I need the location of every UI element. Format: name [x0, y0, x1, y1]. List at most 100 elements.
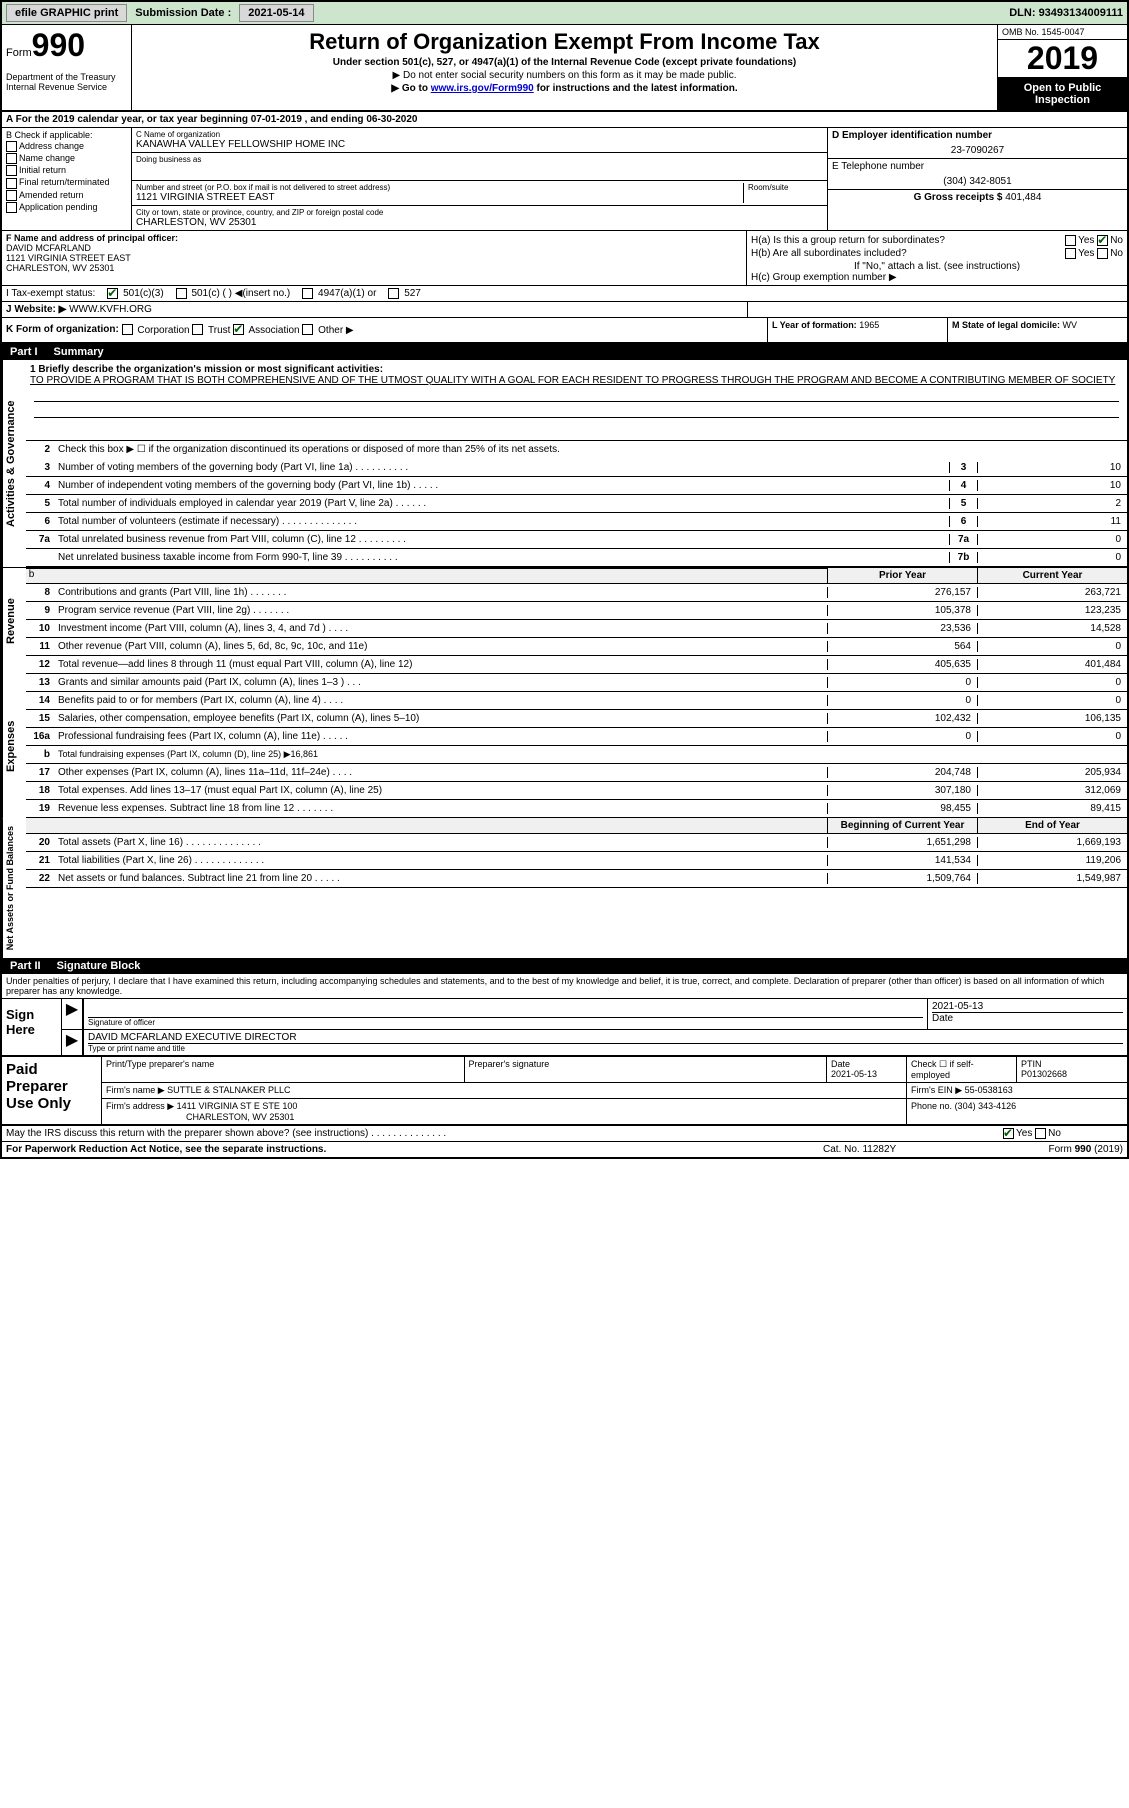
row-a-period: A For the 2019 calendar year, or tax yea…: [2, 112, 1127, 128]
expenses-lines: 13Grants and similar amounts paid (Part …: [26, 674, 1127, 818]
firm-phone: (304) 343-4126: [955, 1101, 1017, 1111]
website-row: J Website: ▶ WWW.KVFH.ORG: [2, 302, 1127, 318]
discuss-no[interactable]: [1035, 1128, 1046, 1139]
chk-assoc[interactable]: Association: [233, 325, 299, 336]
firm-name: SUTTLE & STALNAKER PLLC: [167, 1085, 290, 1095]
hb-note: If "No," attach a list. (see instruction…: [751, 261, 1123, 272]
chk-final-return[interactable]: Final return/terminated: [6, 177, 127, 188]
chk-name-change[interactable]: Name change: [6, 153, 127, 164]
cat-number: Cat. No. 11282Y: [823, 1144, 973, 1155]
col-b-title: B Check if applicable:: [6, 130, 127, 140]
netassets-lines: 20Total assets (Part X, line 16) . . . .…: [26, 834, 1127, 888]
firm-addr-label: Firm's address ▶: [106, 1101, 174, 1111]
chk-501c[interactable]: 501(c) ( ) ◀(insert no.): [176, 288, 291, 299]
officer-addr1: 1121 VIRGINIA STREET EAST: [6, 253, 742, 263]
l-label: L Year of formation:: [772, 320, 857, 330]
prep-date: 2021-05-13: [831, 1069, 877, 1079]
room-label: Room/suite: [748, 183, 823, 192]
part2-title: Signature Block: [57, 960, 141, 972]
header-center: Return of Organization Exempt From Incom…: [132, 25, 997, 110]
col-de: D Employer identification number 23-7090…: [827, 128, 1127, 230]
prep-name-label: Print/Type preparer's name: [102, 1057, 465, 1082]
ptin-label: PTIN: [1021, 1059, 1042, 1069]
part1-num: Part I: [10, 346, 38, 358]
discuss-yes[interactable]: [1003, 1128, 1014, 1139]
hc-label: H(c) Group exemption number ▶: [751, 272, 1123, 283]
discuss-row: May the IRS discuss this return with the…: [2, 1126, 1127, 1142]
tax-year: 2019: [998, 40, 1127, 78]
org-name-label: C Name of organization: [136, 130, 823, 139]
chk-amended[interactable]: Amended return: [6, 190, 127, 201]
top-bar: efile GRAPHIC print Submission Date : 20…: [2, 2, 1127, 25]
activities-section: Activities & Governance 1 Briefly descri…: [2, 360, 1127, 567]
revenue-col-headers: b Prior Year Current Year: [26, 568, 1127, 584]
table-row: 9Program service revenue (Part VIII, lin…: [26, 602, 1127, 620]
name-title-label: Type or print name and title: [88, 1043, 1123, 1053]
table-row: 3Number of voting members of the governi…: [26, 459, 1127, 477]
expenses-section: Expenses 13Grants and similar amounts pa…: [2, 674, 1127, 818]
officer-name-title: DAVID MCFARLAND EXECUTIVE DIRECTOR: [88, 1032, 1123, 1043]
org-name: KANAWHA VALLEY FELLOWSHIP HOME INC: [136, 139, 823, 150]
note-ssn: ▶ Do not enter social security numbers o…: [136, 70, 993, 81]
chk-corp[interactable]: Corporation: [122, 325, 190, 336]
col-b-checkboxes: B Check if applicable: Address change Na…: [2, 128, 132, 230]
section-fgh: F Name and address of principal officer:…: [2, 231, 1127, 286]
dba-label: Doing business as: [136, 155, 823, 164]
efile-print-button[interactable]: efile GRAPHIC print: [6, 4, 127, 22]
inspection-badge: Open to Public Inspection: [998, 78, 1127, 110]
table-row: 22Net assets or fund balances. Subtract …: [26, 870, 1127, 888]
prep-sig-label: Preparer's signature: [465, 1057, 828, 1082]
chk-501c3[interactable]: 501(c)(3): [107, 288, 163, 299]
col-f-officer: F Name and address of principal officer:…: [2, 231, 747, 285]
table-row: 20Total assets (Part X, line 16) . . . .…: [26, 834, 1127, 852]
form-number: 990: [32, 27, 85, 63]
revenue-section: Revenue b Prior Year Current Year 8Contr…: [2, 567, 1127, 674]
city-state-zip: CHARLESTON, WV 25301: [136, 217, 823, 228]
table-row: 10Investment income (Part VIII, column (…: [26, 620, 1127, 638]
ha-label: H(a) Is this a group return for subordin…: [751, 235, 945, 246]
sign-here-label: Sign Here: [2, 999, 62, 1055]
col-h-group: H(a) Is this a group return for subordin…: [747, 231, 1127, 285]
firm-addr2: CHARLESTON, WV 25301: [186, 1112, 294, 1122]
k-label: K Form of organization:: [6, 325, 119, 336]
arrow-icon: ▶: [62, 999, 82, 1029]
table-row: 17Other expenses (Part IX, column (A), l…: [26, 764, 1127, 782]
table-row: 11Other revenue (Part VIII, column (A), …: [26, 638, 1127, 656]
street-address: 1121 VIRGINIA STREET EAST: [136, 192, 743, 203]
chk-application[interactable]: Application pending: [6, 202, 127, 213]
chk-other[interactable]: Other ▶: [302, 325, 353, 336]
omb-number: OMB No. 1545-0047: [998, 25, 1127, 40]
firm-ein-label: Firm's EIN ▶: [911, 1085, 962, 1095]
mission-label: 1 Briefly describe the organization's mi…: [30, 364, 383, 375]
mission-block: 1 Briefly describe the organization's mi…: [26, 360, 1127, 441]
chk-initial-return[interactable]: Initial return: [6, 165, 127, 176]
table-row: 12Total revenue—add lines 8 through 11 (…: [26, 656, 1127, 674]
chk-527[interactable]: 527: [388, 288, 420, 299]
gross-receipts-label: G Gross receipts $: [914, 192, 1003, 203]
table-row: 5Total number of individuals employed in…: [26, 495, 1127, 513]
begin-year-header: Beginning of Current Year: [827, 818, 977, 833]
form-org-row: K Form of organization: Corporation Trus…: [2, 318, 1127, 343]
netassets-col-headers: Beginning of Current Year End of Year: [26, 818, 1127, 834]
table-row: 16aProfessional fundraising fees (Part I…: [26, 728, 1127, 746]
sig-date-value: 2021-05-13: [932, 1001, 1123, 1012]
table-row: 6Total number of volunteers (estimate if…: [26, 513, 1127, 531]
chk-address-change[interactable]: Address change: [6, 141, 127, 152]
firm-addr1: 1411 VIRGINIA ST E STE 100: [177, 1101, 298, 1111]
m-value: WV: [1063, 320, 1078, 330]
note-link: ▶ Go to www.irs.gov/Form990 for instruct…: [136, 83, 993, 94]
officer-name: DAVID MCFARLAND: [6, 243, 742, 253]
instructions-link[interactable]: www.irs.gov/Form990: [431, 83, 534, 94]
chk-trust[interactable]: Trust: [192, 325, 230, 336]
paid-preparer-block: Paid Preparer Use Only Print/Type prepar…: [2, 1055, 1127, 1126]
activities-lines: 3Number of voting members of the governi…: [26, 459, 1127, 567]
table-row: Net unrelated business taxable income fr…: [26, 549, 1127, 567]
website-label: J Website: ▶: [6, 304, 66, 315]
revenue-lines: 8Contributions and grants (Part VIII, li…: [26, 584, 1127, 674]
header-right: OMB No. 1545-0047 2019 Open to Public In…: [997, 25, 1127, 110]
form-title: Return of Organization Exempt From Incom…: [136, 29, 993, 55]
chk-4947[interactable]: 4947(a)(1) or: [302, 288, 376, 299]
check-self[interactable]: Check ☐ if self-employed: [907, 1057, 1017, 1082]
ein-value: 23-7090267: [832, 145, 1123, 156]
table-row: 14Benefits paid to or for members (Part …: [26, 692, 1127, 710]
